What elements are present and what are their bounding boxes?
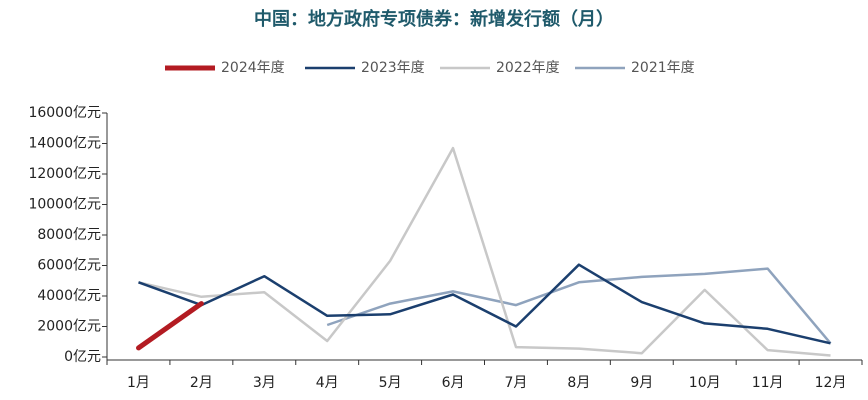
- x-tick-label: 8月: [567, 375, 590, 391]
- series-line: [136, 301, 204, 351]
- y-tick-label: 4000亿元: [37, 288, 101, 304]
- series-line: [138, 146, 831, 357]
- legend-label: 2021年度: [631, 60, 695, 76]
- x-tick-label: 12月: [815, 375, 847, 391]
- series-line: [326, 267, 832, 345]
- legend-label: 2022年度: [496, 60, 560, 76]
- y-tick-label: 12000亿元: [28, 166, 101, 182]
- y-tick-label: 2000亿元: [37, 319, 101, 335]
- x-tick-label: 9月: [630, 375, 653, 391]
- y-tick-label: 0亿元: [64, 349, 101, 365]
- x-tick-label: 4月: [316, 375, 339, 391]
- x-tick-label: 5月: [379, 375, 402, 391]
- x-tick-label: 1月: [127, 375, 150, 391]
- x-tick-label: 10月: [689, 375, 721, 391]
- y-tick-label: 6000亿元: [37, 258, 101, 274]
- x-tick-label: 7月: [504, 375, 527, 391]
- legend: 2024年度 2023年度 2022年度 2021年度: [165, 60, 695, 76]
- series-line: [138, 263, 831, 345]
- x-tick-label: 6月: [442, 375, 465, 391]
- y-tick-label: 14000亿元: [28, 136, 101, 152]
- x-tick-label: 2月: [190, 375, 213, 391]
- y-tick-label: 16000亿元: [28, 105, 101, 121]
- chart-title: 中国：地方政府专项债券：新增发行额（月）: [254, 8, 614, 30]
- x-tick-label: 3月: [253, 375, 276, 391]
- legend-label: 2024年度: [221, 60, 285, 76]
- x-tick-label: 11月: [752, 375, 784, 391]
- legend-label: 2023年度: [361, 60, 425, 76]
- y-tick-label: 10000亿元: [28, 197, 101, 213]
- y-tick-label: 8000亿元: [37, 227, 101, 243]
